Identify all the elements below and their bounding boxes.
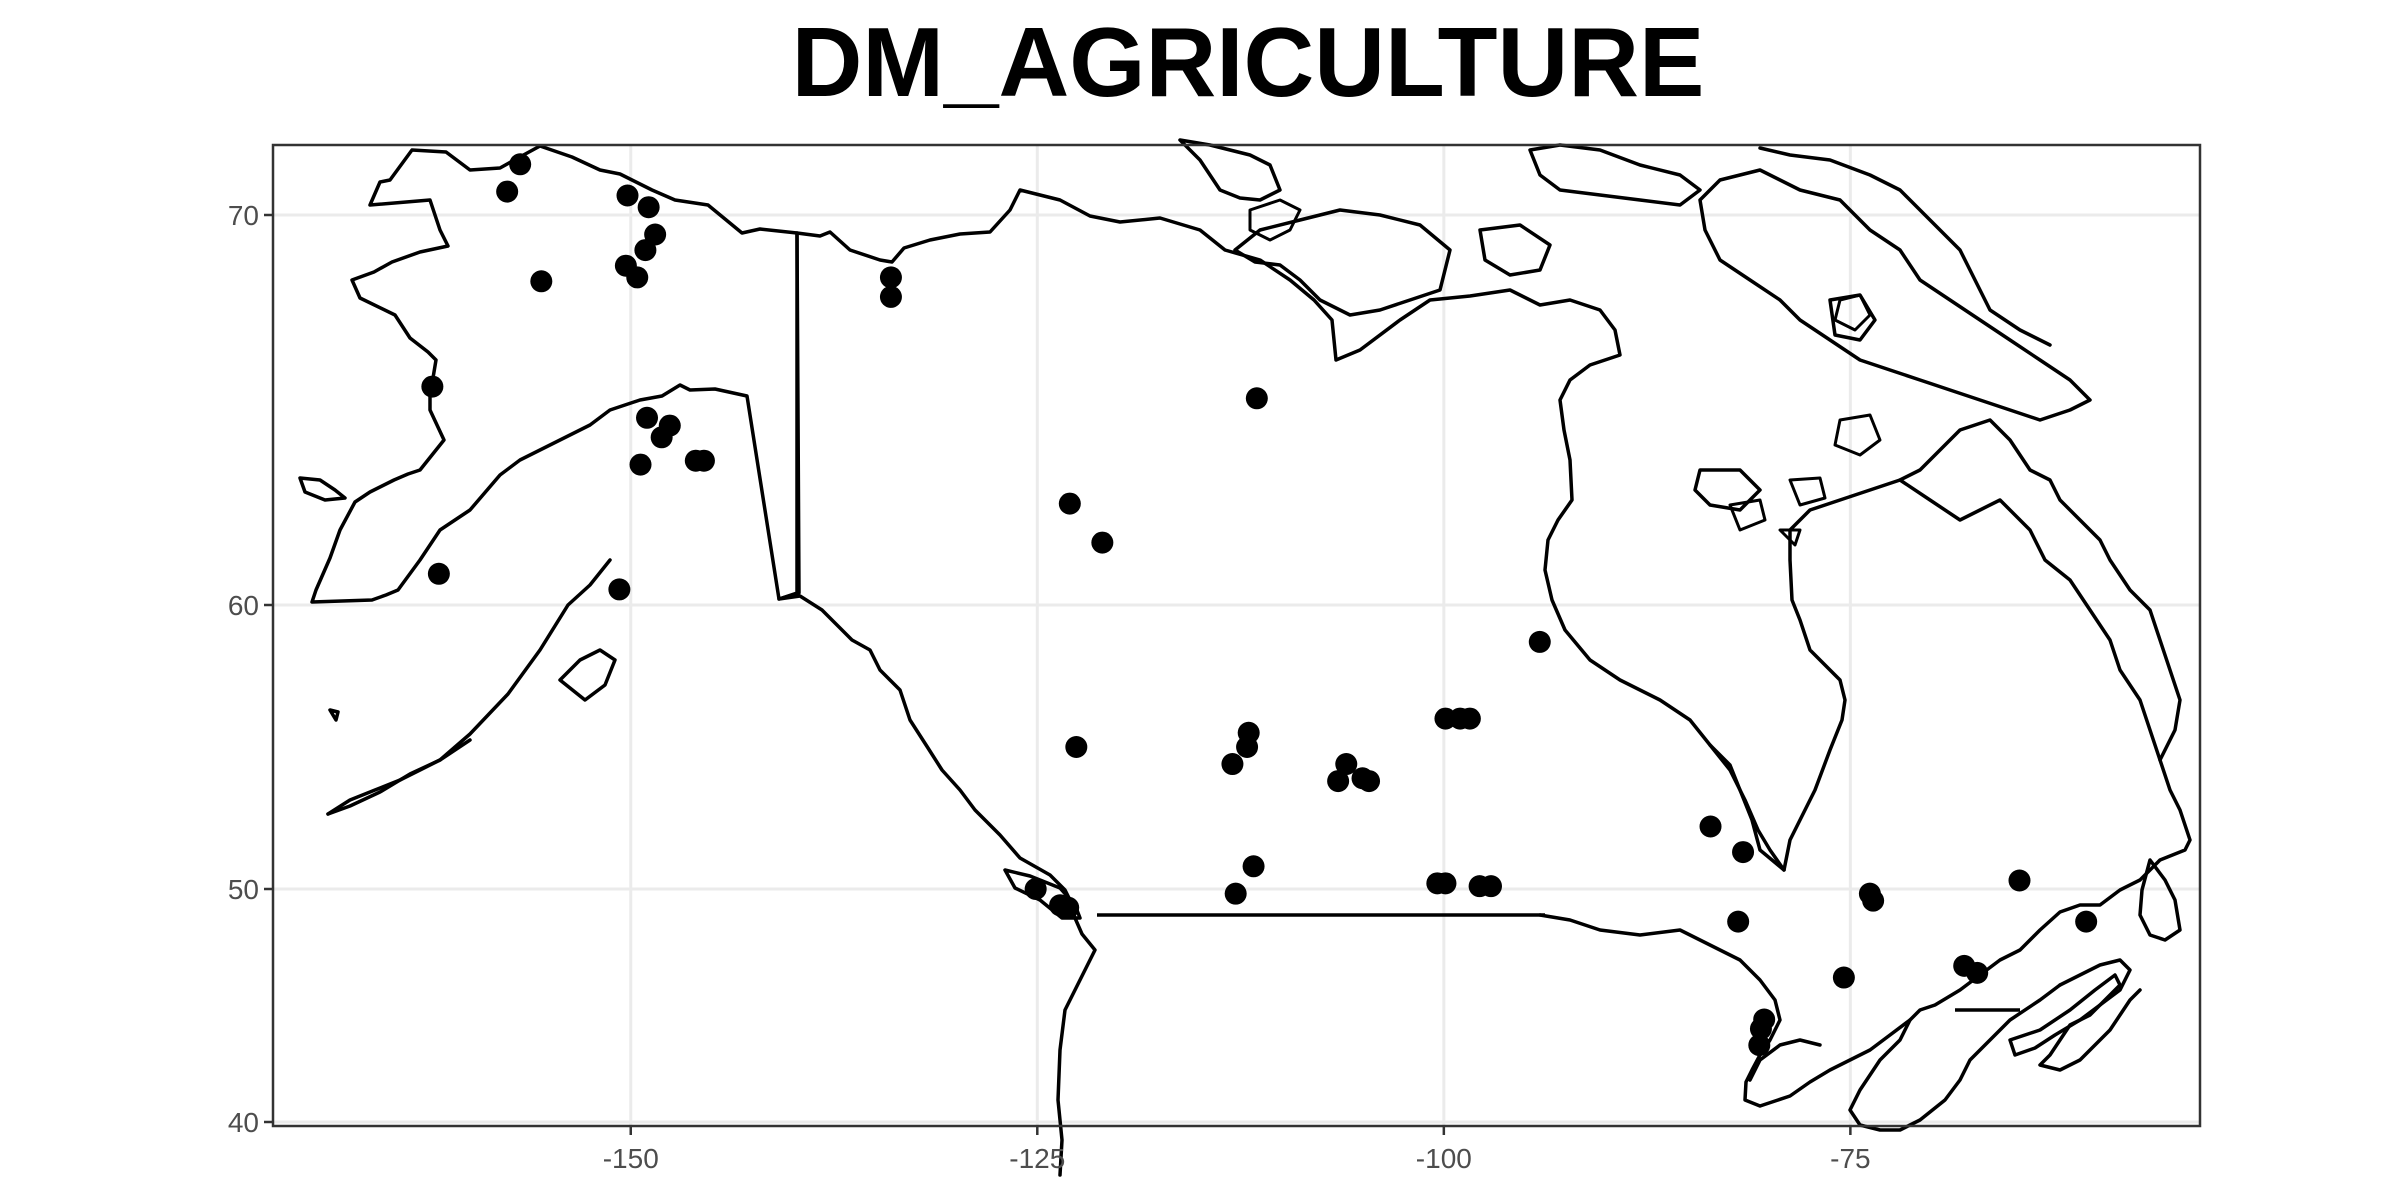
station-point-34 <box>1528 630 1551 653</box>
station-point-33 <box>1458 707 1481 730</box>
arctic-island-small-1 <box>1478 223 1552 277</box>
alaska-peninsula-coastline <box>326 558 612 816</box>
nova-scotia <box>2008 973 2122 1057</box>
station-point-30 <box>1358 770 1381 793</box>
aleutian-chain <box>326 738 472 816</box>
station-point-56 <box>2075 910 2098 933</box>
station-point-10 <box>879 285 902 308</box>
political-borders <box>778 233 2020 1012</box>
small-lake-1 <box>1728 498 1767 532</box>
station-point-16 <box>692 449 715 472</box>
nettilling-lake <box>1833 413 1882 457</box>
labrador-coastline <box>1898 418 2182 762</box>
x-tick-label-0: -150 <box>603 1143 659 1174</box>
station-point-14 <box>650 426 673 449</box>
station-point-19 <box>608 578 631 601</box>
x-tick-label-2: -100 <box>1416 1143 1472 1174</box>
plot-panel-border <box>271 143 2202 1128</box>
alaska-canada-border <box>778 233 799 601</box>
james-bay <box>1708 743 1786 872</box>
station-point-45 <box>1732 841 1755 864</box>
station-point-5 <box>634 239 657 262</box>
y-tick-label-1: 60 <box>228 590 259 621</box>
station-point-38 <box>1434 872 1457 895</box>
station-point-7 <box>626 266 649 289</box>
y-axis: 70 60 50 40 <box>228 200 273 1138</box>
station-point-23 <box>1065 736 1088 758</box>
station-point-36 <box>1224 882 1247 905</box>
banks-island <box>1178 138 1282 202</box>
southern-shore <box>1748 1038 1822 1082</box>
southampton-island <box>1693 468 1762 512</box>
station-point-48 <box>1749 1017 1772 1040</box>
maritimes-coastline <box>2038 958 2142 1072</box>
station-point-20 <box>1058 492 1081 515</box>
station-point-18 <box>427 562 450 585</box>
station-points <box>421 153 2098 1057</box>
station-point-3 <box>637 196 660 219</box>
station-point-50 <box>1832 966 1855 989</box>
station-point-17 <box>629 453 652 476</box>
station-point-22 <box>1245 387 1268 410</box>
station-point-21 <box>1091 531 1114 554</box>
station-point-46 <box>1727 910 1750 933</box>
y-tick-label-0: 70 <box>228 200 259 231</box>
station-point-26 <box>1221 753 1244 776</box>
station-point-28 <box>1327 770 1350 793</box>
baffin-island <box>1698 168 2092 422</box>
y-tick-label-2: 50 <box>228 874 259 905</box>
victoria-island <box>1233 208 1452 317</box>
station-point-11 <box>421 375 444 398</box>
station-point-44 <box>1699 815 1722 838</box>
station-point-1 <box>496 180 519 203</box>
st-lawrence-island <box>298 476 347 502</box>
station-point-49 <box>1748 1034 1771 1057</box>
station-point-8 <box>530 270 553 293</box>
small-lake-3 <box>1778 528 1802 547</box>
station-point-52 <box>1862 889 1885 912</box>
pacific-coastline <box>777 594 1097 1177</box>
baffin-lake <box>1833 293 1872 332</box>
station-point-2 <box>616 184 639 207</box>
y-tick-label-3: 40 <box>228 1107 259 1138</box>
ellesmere-island <box>1528 143 1702 207</box>
x-tick-label-3: -75 <box>1830 1143 1870 1174</box>
station-point-55 <box>2008 869 2031 892</box>
station-point-25 <box>1236 736 1259 758</box>
station-point-54 <box>1966 961 1989 984</box>
great-bear-lake <box>1248 198 1302 242</box>
map-gridlines <box>273 145 2200 1126</box>
x-tick-label-1: -125 <box>1009 1143 1065 1174</box>
station-point-27 <box>1335 753 1358 776</box>
station-point-43 <box>1057 896 1080 919</box>
small-lake-2 <box>1788 476 1827 507</box>
x-axis: -150 -125 -100 -75 <box>603 1126 1871 1174</box>
small-island-west <box>328 708 340 722</box>
station-point-41 <box>1024 878 1047 900</box>
station-point-40 <box>1479 875 1502 898</box>
great-lakes-shore <box>1538 913 1912 1108</box>
map-title: DM_AGRICULTURE <box>792 7 1705 117</box>
coastlines <box>298 138 2192 1177</box>
station-point-12 <box>636 406 659 429</box>
newfoundland-coast <box>2138 858 2182 942</box>
kodiak-island <box>558 648 617 702</box>
station-point-0 <box>509 153 532 176</box>
northern-islands <box>1758 146 2052 347</box>
station-point-9 <box>879 266 902 289</box>
arctic-mainland-coastline <box>795 188 2192 1132</box>
station-point-35 <box>1242 855 1265 878</box>
